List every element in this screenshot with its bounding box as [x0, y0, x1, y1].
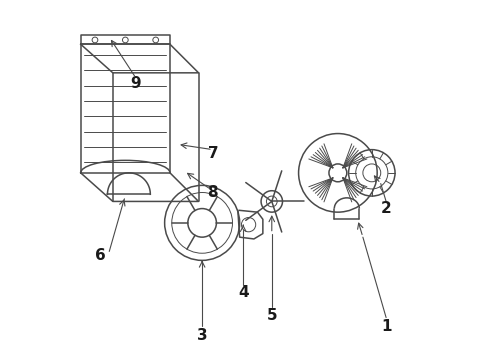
Text: 8: 8	[208, 185, 218, 200]
Text: 9: 9	[131, 76, 141, 91]
Text: 3: 3	[197, 328, 207, 343]
Text: 4: 4	[238, 285, 248, 300]
Text: 6: 6	[95, 248, 106, 262]
Text: 2: 2	[381, 201, 392, 216]
Text: 7: 7	[208, 146, 218, 161]
Text: 1: 1	[381, 319, 392, 334]
Text: 5: 5	[267, 308, 277, 323]
